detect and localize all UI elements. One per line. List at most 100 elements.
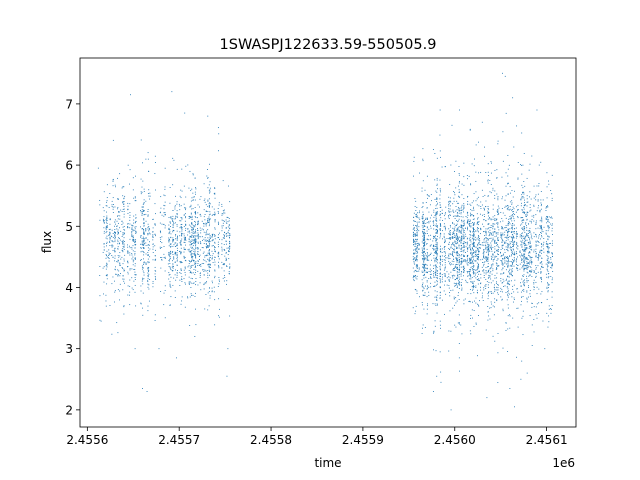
data-point <box>443 223 445 225</box>
data-point <box>207 200 209 202</box>
data-point <box>207 264 209 266</box>
data-point <box>174 246 176 247</box>
data-point <box>224 220 225 222</box>
data-point <box>192 224 194 226</box>
data-point <box>425 271 427 273</box>
data-point <box>202 247 204 249</box>
data-point <box>227 254 229 256</box>
data-point <box>412 277 414 279</box>
data-point <box>455 326 457 328</box>
data-point <box>185 165 187 167</box>
data-point <box>470 244 472 246</box>
data-point <box>412 231 414 233</box>
data-point <box>455 297 457 299</box>
data-point <box>472 235 474 237</box>
data-point <box>494 277 496 279</box>
data-point <box>509 243 511 244</box>
data-point <box>199 274 201 276</box>
data-point <box>174 222 176 224</box>
data-point <box>490 226 492 228</box>
data-point <box>504 262 506 264</box>
data-point <box>183 249 185 250</box>
data-point <box>548 251 550 253</box>
data-point <box>207 246 209 248</box>
data-point <box>548 180 549 182</box>
data-point <box>174 206 176 208</box>
data-point <box>223 280 225 282</box>
data-point <box>140 259 142 261</box>
data-point <box>541 279 543 280</box>
data-point <box>454 240 456 242</box>
data-point <box>172 284 174 286</box>
data-point <box>192 282 194 284</box>
data-point <box>428 255 430 257</box>
data-point <box>439 223 441 224</box>
data-point <box>180 252 182 254</box>
data-point <box>423 243 425 245</box>
data-point <box>206 169 208 170</box>
data-point <box>163 253 165 255</box>
data-point <box>145 263 147 265</box>
data-point <box>169 263 171 264</box>
data-point <box>169 283 171 285</box>
data-point <box>457 295 459 296</box>
data-point <box>416 240 418 242</box>
data-point <box>487 163 489 165</box>
data-point <box>540 225 542 227</box>
data-point <box>413 227 415 228</box>
data-point <box>516 231 517 233</box>
data-point <box>528 252 529 254</box>
data-point <box>421 286 423 288</box>
data-point <box>469 224 471 226</box>
data-point <box>548 260 550 262</box>
data-point <box>503 286 505 287</box>
data-point <box>170 216 172 218</box>
data-point <box>227 235 229 237</box>
data-point <box>547 266 549 268</box>
data-point <box>103 220 105 222</box>
data-point <box>118 232 119 234</box>
data-point <box>168 245 170 247</box>
data-point <box>510 249 512 251</box>
data-point <box>191 208 193 210</box>
data-point <box>112 233 114 234</box>
data-point <box>181 233 183 235</box>
data-point <box>412 267 414 269</box>
data-point <box>458 255 460 257</box>
data-point <box>131 224 133 226</box>
data-point <box>546 286 548 288</box>
data-point <box>457 238 459 240</box>
data-point <box>513 284 515 286</box>
data-point <box>459 278 460 280</box>
data-point <box>524 262 525 264</box>
data-point <box>467 255 468 257</box>
data-point <box>507 328 509 330</box>
data-point <box>203 231 205 233</box>
data-point <box>145 229 147 231</box>
data-point <box>221 246 223 248</box>
data-point <box>414 288 416 290</box>
data-point <box>209 187 211 189</box>
data-point <box>103 249 105 251</box>
data-point <box>457 268 459 270</box>
data-point <box>131 246 133 248</box>
data-point <box>448 228 450 230</box>
data-point <box>436 183 438 185</box>
data-point <box>545 230 547 232</box>
data-point <box>448 205 450 207</box>
data-point <box>170 286 172 288</box>
data-point <box>470 226 472 228</box>
data-point <box>426 217 428 219</box>
data-point <box>529 261 531 263</box>
data-point <box>500 260 502 261</box>
data-point <box>521 253 523 255</box>
data-point <box>460 261 462 262</box>
data-point <box>180 303 182 305</box>
data-point <box>483 219 485 221</box>
data-point <box>487 182 489 184</box>
data-point <box>472 231 474 233</box>
data-point <box>511 270 513 272</box>
data-point <box>229 245 231 247</box>
data-point <box>462 209 464 211</box>
data-point <box>191 231 193 233</box>
